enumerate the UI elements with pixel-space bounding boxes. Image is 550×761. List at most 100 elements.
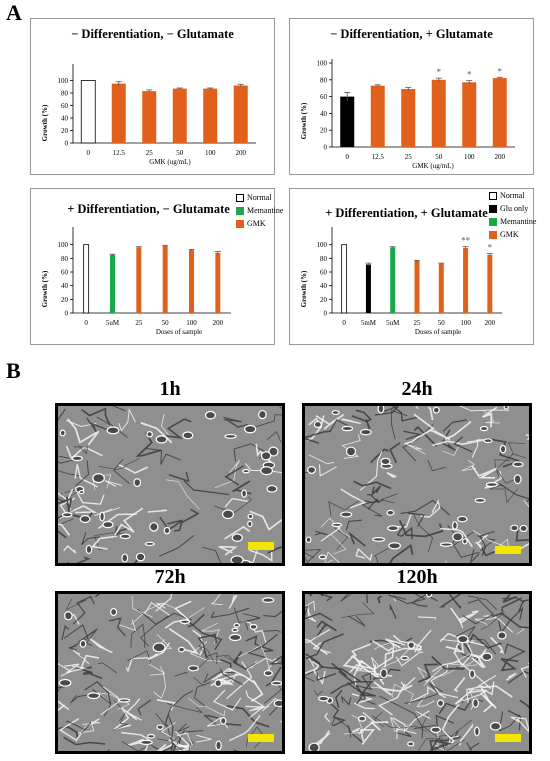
y-tick-label-4: 80: [61, 255, 69, 263]
bar-chart-3: 0 20 40 60 80 100 Growth (%) 0 5uM 25 50 100 200 Dose…: [41, 227, 231, 336]
panel-label-a: A: [6, 0, 22, 25]
bar-4: [189, 250, 194, 313]
legend-swatch-3: [489, 230, 497, 239]
y-tick-label-0: 0: [65, 310, 69, 318]
x-tick-label-2: 25: [146, 149, 154, 157]
y-tick-label-0: 0: [324, 310, 328, 318]
bar-1: [111, 83, 126, 143]
y-tick-label-1: 20: [61, 127, 69, 135]
x-tick-label-3: 25: [414, 319, 422, 327]
time-label-72h: 72h: [154, 566, 186, 588]
x-tick-label-4: 100: [205, 149, 216, 157]
micrograph-1h: [55, 403, 285, 566]
scale-bar-72h: [248, 734, 274, 742]
bar-2: [390, 247, 396, 313]
legend-left: Normal Memantine GMK: [236, 191, 283, 230]
x-tick-label-4: 50: [438, 319, 446, 327]
x-tick-label-1: 12.5: [372, 153, 385, 161]
x-tick-label-2: 25: [135, 319, 143, 327]
bar-3: [431, 79, 446, 147]
bar-chart-4: 0 20 40 60 80 100 Growth (%) 0 5mM 5uM 25 50 ** 100 * 2…: [300, 227, 502, 336]
scale-bar-24h: [495, 546, 521, 554]
cell-texture: [305, 406, 529, 563]
chart-title-4: + Differentiation, + Glutamate: [325, 206, 488, 220]
y-tick-label-2: 40: [61, 115, 69, 123]
chart-title-2: − Differentiation, + Glutamate: [330, 27, 493, 41]
time-label-1h: 1h: [159, 378, 181, 400]
significance-5: *: [498, 66, 503, 76]
time-label-120h: 120h: [396, 566, 438, 588]
legend-label-2: Memantine: [500, 217, 537, 226]
y-tick-label-5: 100: [317, 60, 328, 68]
bar-0: [341, 244, 348, 314]
y-tick-label-2: 40: [320, 110, 328, 118]
x-axis-label: GMK (ug/mL): [412, 162, 454, 170]
y-tick-label-1: 20: [61, 296, 69, 304]
legend-label-0: Normal: [247, 193, 272, 202]
bar-6: [487, 254, 493, 313]
x-axis-label: Doses of sample: [156, 328, 202, 336]
chart-panel-1: − Differentiation, − Glutamate 0 20 40 60 80…: [30, 18, 275, 175]
legend-swatch-2: [489, 217, 497, 226]
bar-4: [462, 82, 477, 147]
legend-swatch-1: [236, 206, 244, 215]
legend-label-1: Memantine: [247, 206, 284, 215]
legend-label-1: Glu only: [500, 204, 529, 213]
bar-5: [463, 248, 469, 313]
bar-5: [215, 252, 221, 313]
x-tick-label-4: 100: [464, 153, 475, 161]
y-tick-label-4: 80: [61, 90, 69, 98]
x-tick-label-6: 200: [485, 319, 496, 327]
legend-label-0: Normal: [500, 191, 525, 200]
bar-4: [203, 88, 218, 143]
bar-3: [162, 246, 168, 313]
significance-5: **: [461, 236, 471, 246]
chart-title-3: + Differentiation, − Glutamate: [67, 202, 230, 216]
y-tick-label-0: 0: [324, 144, 328, 152]
x-axis-label: GMK (ug/mL): [149, 158, 191, 166]
y-tick-label-3: 60: [61, 102, 69, 110]
x-tick-label-0: 0: [87, 149, 91, 157]
legend-right: Normal Glu only Memantine GMK: [489, 189, 536, 241]
y-tick-label-1: 20: [320, 296, 328, 304]
x-tick-label-3: 50: [176, 149, 184, 157]
legend-item-0: Normal: [489, 189, 536, 202]
legend-item-2: Memantine: [489, 215, 536, 228]
bar-5: [492, 78, 507, 147]
legend-label-2: GMK: [247, 219, 266, 228]
legend-item-1: Glu only: [489, 202, 536, 215]
legend-label-3: GMK: [500, 230, 519, 239]
bar-2: [136, 247, 142, 313]
x-tick-label-0: 0: [342, 319, 346, 327]
cell-texture: [305, 594, 529, 751]
legend-swatch-0: [236, 193, 244, 202]
bar-0: [340, 96, 355, 147]
bar-3: [414, 261, 420, 313]
legend-swatch-2: [236, 219, 244, 228]
y-tick-label-2: 40: [61, 282, 69, 290]
legend-swatch-0: [489, 191, 497, 200]
y-tick-label-2: 40: [320, 282, 328, 290]
scale-bar-1h: [248, 542, 274, 550]
significance-4: *: [467, 70, 472, 80]
chart-panel-2: − Differentiation, + Glutamate 0 20 40 60 80…: [289, 18, 534, 175]
scale-bar-120h: [495, 734, 521, 742]
bar-chart-2: 0 20 40 60 80 100 Growth (%) 0 12.5 25 * 50 * 100 * 200…: [300, 59, 515, 170]
y-tick-label-3: 60: [320, 93, 328, 101]
legend-item-2: GMK: [236, 217, 283, 230]
x-tick-label-5: 100: [460, 319, 471, 327]
micrograph-72h: [55, 591, 285, 754]
y-axis-label: Growth (%): [300, 102, 308, 139]
bar-0: [80, 80, 96, 144]
x-tick-label-1: 5uM: [106, 319, 120, 327]
bar-chart-1: 0 20 40 60 80 100 Growth (%) 0 12.5 25 50 100 200 GMK…: [41, 64, 256, 166]
bar-5: [233, 85, 248, 143]
legend-swatch-1: [489, 204, 497, 213]
x-tick-label-2: 25: [405, 153, 413, 161]
cell-texture: [58, 406, 282, 563]
bar-1: [365, 264, 371, 313]
x-tick-label-3: 50: [435, 153, 443, 161]
panel-label-b: B: [6, 358, 21, 383]
y-tick-label-5: 100: [317, 241, 328, 249]
chart-panel-3: + Differentiation, − Glutamate Normal Mem…: [30, 188, 283, 345]
